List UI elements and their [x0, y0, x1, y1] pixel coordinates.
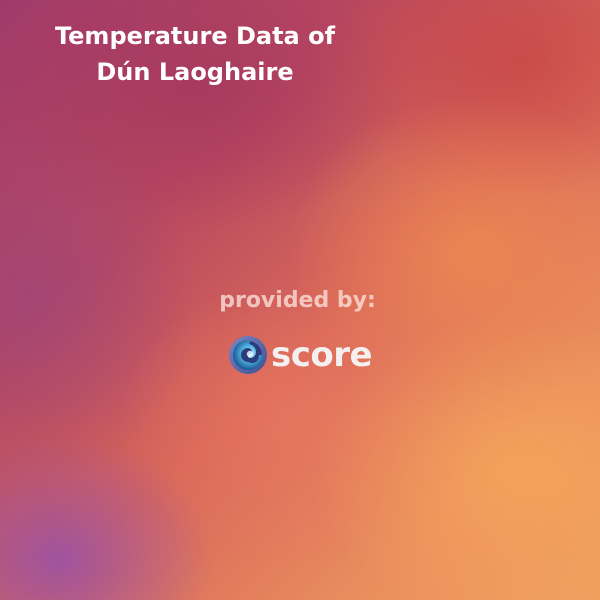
title-line-2: Dún Laoghaire	[96, 58, 294, 86]
title-line-1: Temperature Data of	[54, 22, 336, 50]
provided-by-label: provided by:	[219, 288, 376, 313]
page-title: Temperature Data of Dún Laoghaire	[20, 18, 370, 90]
score-swirl-logo-icon	[229, 336, 267, 374]
score-wordmark: score	[271, 335, 373, 375]
score-logo: score	[228, 333, 398, 377]
